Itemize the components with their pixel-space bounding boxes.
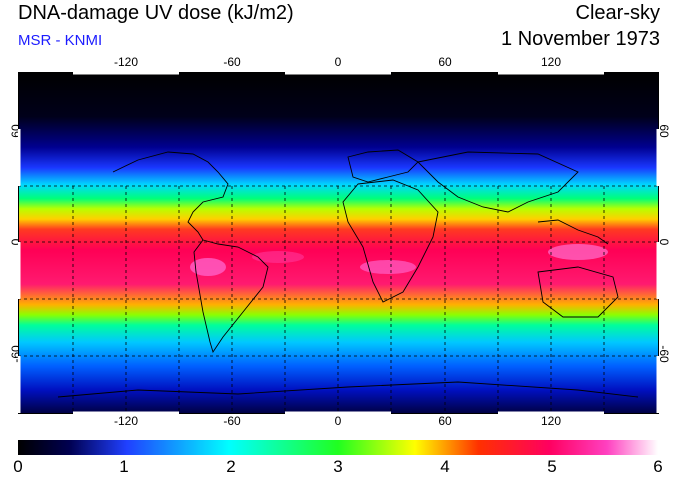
colorbar-label: 1 [119, 457, 129, 476]
top-lon-tick: 60 [438, 55, 452, 69]
europe-coast [347, 149, 419, 183]
graticule [18, 185, 659, 414]
right-lat-tick: 0 [657, 238, 671, 246]
colorbar-label: 5 [547, 457, 557, 476]
africa-coast [342, 179, 439, 303]
bottom-lon-tick: 60 [438, 414, 452, 428]
australia-coast [537, 266, 619, 318]
right-lat-tick: -60 [657, 345, 671, 363]
coastlines [57, 149, 639, 398]
institution-label: MSR - KNMI [18, 32, 103, 49]
bottom-lon-tick: -120 [113, 414, 139, 428]
hotspot-africa [360, 260, 416, 274]
hotspot-atlantic [252, 251, 304, 263]
colorbar-gradient [18, 440, 658, 455]
figure-title: DNA-damage UV dose (kJ/m2) [18, 2, 294, 24]
uv-field [18, 72, 659, 414]
indonesia-coast [537, 219, 609, 245]
top-lon-tick: -60 [223, 55, 241, 69]
uv-dose-map [18, 72, 659, 414]
colorbar-label: 0 [13, 457, 23, 476]
north-america-coast [112, 151, 229, 241]
colorbar-label: 2 [226, 457, 236, 476]
right-lat-tick: 60 [657, 124, 671, 138]
antarctica-coast [57, 381, 639, 398]
south-america-coast [193, 239, 269, 354]
frame-ticks [18, 72, 659, 414]
colorbar-label: 3 [333, 457, 343, 476]
colorbar-label: 4 [440, 457, 450, 476]
scenario-label: Clear-sky [575, 2, 660, 24]
top-lon-tick: 120 [540, 55, 562, 69]
date-label: 1 November 1973 [501, 28, 660, 50]
asia-coast [417, 151, 579, 213]
bottom-lon-tick: -60 [223, 414, 241, 428]
hotspot-andes [190, 258, 226, 276]
colorbar-label: 6 [653, 457, 663, 476]
colorbar [18, 440, 658, 455]
top-lon-tick: -120 [113, 55, 139, 69]
bottom-lon-tick: 120 [540, 414, 562, 428]
top-lon-tick: 0 [334, 55, 342, 69]
hotspot-australasia [548, 244, 608, 260]
bottom-lon-tick: 0 [334, 414, 342, 428]
